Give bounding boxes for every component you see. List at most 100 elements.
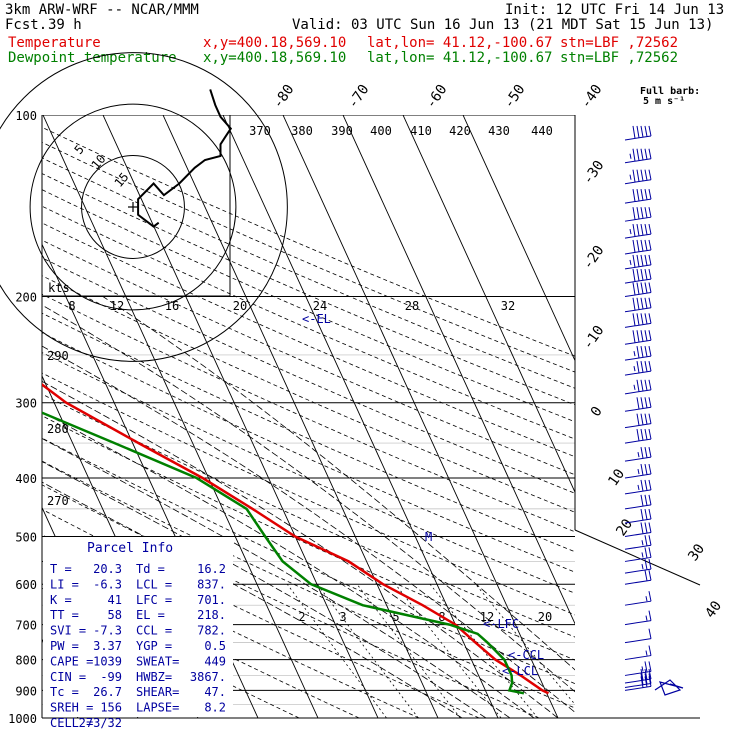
wind-barb-flag bbox=[636, 207, 640, 220]
wind-barb bbox=[624, 189, 652, 204]
wind-barb bbox=[624, 148, 652, 164]
wind-barb-flag bbox=[644, 479, 648, 491]
wind-barbs bbox=[624, 125, 684, 696]
wind-barb-staff bbox=[624, 685, 652, 691]
parcel-info-cell: 701. bbox=[197, 593, 226, 607]
parcel-info-cell: 47. bbox=[204, 685, 226, 699]
wind-barb-flag bbox=[632, 282, 636, 296]
parcel-info-cell: PW = bbox=[50, 639, 79, 653]
wind-barb-flag bbox=[636, 254, 640, 267]
wind-barb bbox=[624, 330, 652, 345]
dry-adiabat-line bbox=[42, 189, 575, 423]
wind-barb-staff bbox=[624, 670, 652, 676]
wind-barb-staff bbox=[624, 531, 652, 537]
wind-barb-flag bbox=[644, 673, 648, 685]
wind-barb-flag bbox=[640, 313, 644, 325]
parcel-info-cell: 218. bbox=[197, 608, 226, 622]
wind-barb-flag bbox=[640, 330, 644, 342]
hodograph-units: kts bbox=[48, 281, 70, 295]
isotherm-label: -20 bbox=[580, 243, 608, 273]
wind-barb-half bbox=[641, 563, 644, 570]
pressure-tick-label: 600 bbox=[15, 578, 37, 592]
wind-barb-flag bbox=[640, 673, 644, 685]
wind-barb-half bbox=[629, 174, 632, 180]
wind-barb-flag bbox=[636, 125, 640, 138]
wind-barb-staff bbox=[624, 355, 652, 361]
wind-barb-flag bbox=[632, 297, 636, 311]
plot-frame-slant bbox=[574, 529, 701, 586]
wind-barb-flag bbox=[640, 169, 644, 181]
mixing-ratio-label: 32 bbox=[501, 299, 515, 313]
isotherm-label: 10 bbox=[605, 466, 628, 489]
wind-barb bbox=[624, 379, 652, 395]
pressure-tick-label: 500 bbox=[15, 530, 37, 544]
wind-barb-flag bbox=[644, 379, 648, 391]
wind-barb-flag bbox=[644, 282, 648, 294]
wind-barb-flag bbox=[644, 254, 648, 266]
mixing-ratio-label: 3 bbox=[339, 610, 346, 624]
wind-barb-staff bbox=[624, 568, 652, 574]
dry-adiabat-line bbox=[42, 393, 575, 638]
pressure-tick-label: 1000 bbox=[8, 712, 37, 726]
dewpoint-line bbox=[42, 411, 525, 695]
wind-barb bbox=[624, 268, 652, 284]
wind-barb-flag bbox=[648, 547, 652, 558]
wind-barb bbox=[624, 463, 652, 479]
wind-barb-half bbox=[633, 366, 636, 372]
wind-barb bbox=[624, 447, 652, 462]
wind-barb-flag bbox=[644, 330, 648, 341]
wind-barb-half bbox=[629, 153, 632, 159]
sounding-series bbox=[42, 383, 550, 695]
mixing-ratio-label: 2 bbox=[298, 610, 305, 624]
valid-time: Valid: 03 UTC Sun 16 Jun 13 (21 MDT Sat … bbox=[292, 17, 714, 33]
parcel-info-cell: TT = bbox=[50, 608, 79, 622]
wind-barb-flag bbox=[648, 330, 652, 341]
dewpoint-station: stn=LBF ,72562 bbox=[560, 50, 679, 66]
wind-barb-flag bbox=[636, 346, 640, 359]
wind-barb-flag bbox=[648, 428, 652, 440]
wind-barb-flag bbox=[640, 239, 644, 252]
isotherm-line bbox=[342, 115, 575, 625]
isotherm-label: -40 bbox=[578, 82, 606, 112]
wind-barb-flag bbox=[640, 447, 644, 459]
theta-label: 440 bbox=[531, 124, 553, 138]
temperature-station: stn=LBF ,72562 bbox=[560, 35, 679, 51]
parcel-info-cell: 0.5 bbox=[204, 639, 226, 653]
wind-barb-flag bbox=[644, 494, 648, 506]
mixing-ratio-label: 12 bbox=[110, 299, 124, 313]
wind-barb-flag bbox=[640, 668, 644, 681]
wind-barb bbox=[624, 479, 652, 495]
dry-adiabat-line bbox=[42, 239, 575, 476]
theta-label: 430 bbox=[488, 124, 510, 138]
wind-barb-flag bbox=[644, 169, 648, 181]
temperature-legend: Temperature bbox=[8, 35, 101, 51]
isotherm-line bbox=[402, 115, 575, 494]
wind-barb-flag bbox=[644, 428, 648, 440]
wind-barb-flag bbox=[644, 313, 648, 325]
wind-barb-flag bbox=[648, 361, 652, 372]
wind-barb-half bbox=[633, 384, 636, 390]
wind-barb-flag bbox=[644, 148, 648, 160]
parcel-info-cell: 1039 bbox=[93, 654, 122, 668]
wind-barb-flag bbox=[644, 668, 648, 680]
wind-barb-flag bbox=[648, 268, 652, 280]
moist-adiabat-line bbox=[42, 437, 511, 718]
pressure-tick-label: 900 bbox=[15, 684, 37, 698]
wind-barb bbox=[624, 428, 652, 444]
parcel-info-cell: 16.2 bbox=[197, 562, 226, 576]
wind-barb-half bbox=[637, 484, 640, 491]
wind-barb-flag bbox=[648, 189, 652, 200]
wind-barb bbox=[624, 522, 652, 537]
parcel-info-background bbox=[43, 537, 233, 717]
wind-barb-flag bbox=[640, 269, 644, 281]
wind-barb bbox=[624, 313, 652, 328]
wind-barb-flag bbox=[648, 628, 652, 639]
wind-barb bbox=[624, 676, 652, 691]
wind-barb bbox=[624, 397, 652, 412]
parcel-info-cell: EL = bbox=[136, 608, 165, 622]
mixing-ratio-label: 8 bbox=[68, 299, 75, 313]
wind-barb bbox=[624, 645, 652, 661]
moist-adiabat-line bbox=[42, 380, 559, 718]
wind-barb-flag bbox=[636, 169, 640, 182]
